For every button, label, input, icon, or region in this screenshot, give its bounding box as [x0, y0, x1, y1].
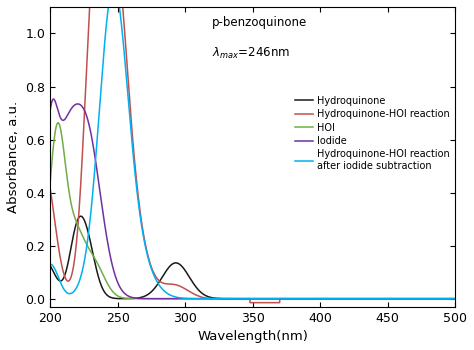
Hydroquinone [94, 268, 100, 272]
Hydroquinone [118, 296, 124, 301]
HOI [118, 295, 124, 299]
Hydroquinone [203, 294, 209, 298]
Line: Hydroquinone-HOI reaction
after iodide subtraction: Hydroquinone-HOI reaction after iodide s… [50, 0, 455, 299]
Hydroquinone-HOI reaction
after iodide subtraction [94, 146, 100, 150]
Hydroquinone-HOI reaction
after iodide subtraction [203, 296, 209, 301]
Legend: Hydroquinone, Hydroquinone-HOI reaction, HOI, Iodide, Hydroquinone-HOI reaction
: Hydroquinone, Hydroquinone-HOI reaction,… [295, 96, 450, 171]
Hydroquinone-HOI reaction
after iodide subtraction [445, 296, 450, 301]
Hydroquinone-HOI reaction [220, 296, 226, 301]
Hydroquinone [47, 264, 53, 268]
Hydroquinone-HOI reaction
after iodide subtraction [401, 296, 407, 301]
Iodide [47, 107, 53, 112]
Hydroquinone-HOI reaction [452, 296, 458, 301]
Text: $\lambda_{max}$=246nm: $\lambda_{max}$=246nm [212, 46, 290, 61]
Hydroquinone-HOI reaction [47, 188, 53, 192]
Hydroquinone-HOI reaction [401, 296, 407, 301]
Hydroquinone-HOI reaction
after iodide subtraction [47, 262, 53, 266]
Line: HOI: HOI [50, 123, 455, 299]
Iodide [118, 286, 124, 290]
Iodide [401, 296, 407, 301]
Iodide [220, 296, 226, 301]
Hydroquinone-HOI reaction [203, 296, 209, 300]
HOI [55, 121, 61, 125]
Hydroquinone-HOI reaction
after iodide subtraction [220, 296, 226, 301]
Hydroquinone [237, 296, 242, 301]
HOI [452, 296, 458, 301]
Y-axis label: Absorbance, a.u.: Absorbance, a.u. [7, 101, 20, 213]
HOI [220, 296, 226, 301]
HOI [203, 296, 209, 301]
Hydroquinone [452, 296, 458, 301]
Line: Iodide: Iodide [50, 99, 455, 299]
Hydroquinone [445, 296, 450, 301]
HOI [94, 260, 100, 264]
Iodide [452, 296, 458, 301]
Hydroquinone-HOI reaction
after iodide subtraction [118, 15, 124, 20]
Hydroquinone-HOI reaction
after iodide subtraction [452, 296, 458, 301]
Line: Hydroquinone-HOI reaction: Hydroquinone-HOI reaction [50, 0, 455, 303]
Hydroquinone-HOI reaction [445, 296, 450, 301]
Text: p-benzoquinone: p-benzoquinone [212, 16, 308, 29]
X-axis label: Wavelength(nm): Wavelength(nm) [197, 330, 308, 343]
Iodide [94, 166, 100, 170]
Hydroquinone [401, 296, 407, 301]
HOI [401, 296, 407, 301]
Hydroquinone [220, 296, 226, 301]
Iodide [445, 296, 450, 301]
Iodide [51, 97, 56, 101]
Hydroquinone [78, 214, 83, 218]
HOI [445, 296, 450, 301]
Hydroquinone-HOI reaction [247, 301, 253, 305]
Line: Hydroquinone: Hydroquinone [50, 216, 455, 299]
Iodide [203, 296, 209, 301]
HOI [47, 178, 53, 182]
